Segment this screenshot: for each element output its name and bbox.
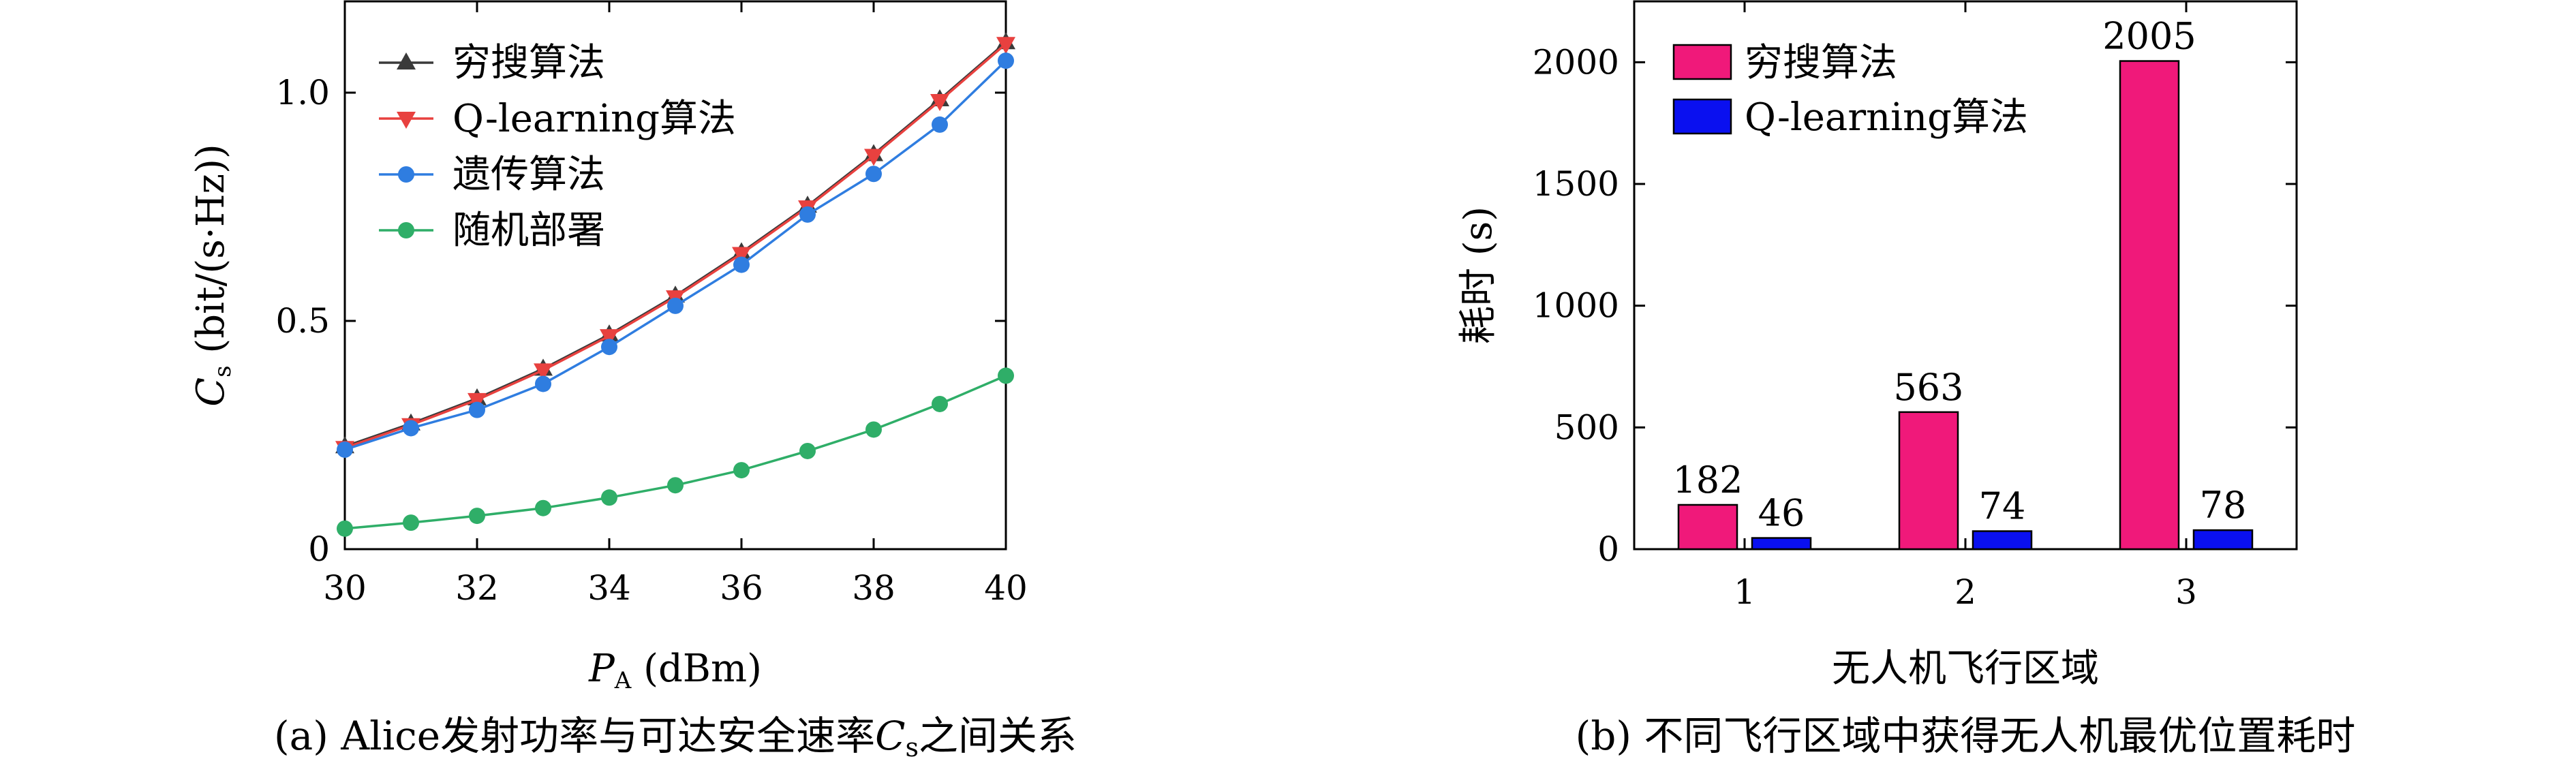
panel-b-bar-chart: 0 500 1000 1500 2000 1 2 3 182 563 2005 46 74 78 穷搜算… (1456, 0, 2356, 759)
panel-b-xtick-label: 2 (1954, 572, 1976, 612)
panel-a-point-2 (733, 256, 750, 273)
panel-b-xtick-label: 1 (1734, 572, 1755, 612)
panel-a-point-1 (864, 149, 883, 166)
panel-b-ticks: 0 500 1000 1500 2000 1 2 3 (1533, 1, 2297, 612)
panel-b-bar-1 (2192, 529, 2254, 551)
panel-a-xtick-label: 36 (720, 568, 763, 608)
panel-b-bar-0 (1898, 411, 1959, 551)
panel-a-point-3 (865, 421, 882, 438)
panel-a-point-2 (932, 116, 948, 133)
panel-a-legend-label: 遗传算法 (453, 153, 605, 197)
panel-a-point-2 (601, 339, 617, 356)
panel-a-xtick-label: 34 (587, 568, 631, 608)
panel-a-series-line-3 (344, 374, 1007, 530)
panel-a-point-2 (403, 420, 419, 437)
panel-b-legend-swatch (1672, 44, 1732, 80)
panel-a-xtick-label: 32 (455, 568, 499, 608)
panel-b-bars: 182 563 2005 46 74 78 (1672, 15, 2254, 551)
panel-a-point-2 (337, 441, 353, 458)
panel-a-ytick-label: 0 (308, 529, 330, 569)
panel-b-bar-0 (1677, 504, 1738, 551)
panel-a-point-2 (469, 401, 485, 418)
panel-a-point-2 (667, 297, 684, 314)
panel-a-xtick-label: 38 (852, 568, 895, 608)
panel-a-line-chart: 30 32 34 36 38 40 0 0.5 1.0 穷搜算法 Q-learning算法遗传算法… (189, 0, 1077, 762)
panel-a-ylabel: Cs (bit/(s·Hz)) (189, 144, 236, 407)
panel-a-point-3 (469, 508, 485, 525)
panel-a-point-3 (535, 499, 551, 516)
panel-b-data-label: 563 (1893, 366, 1963, 409)
panel-a-legend-marker (397, 112, 416, 129)
panel-a-point-1 (600, 329, 619, 347)
panel-a-point-1 (930, 94, 949, 112)
panel-a-plot-frame (343, 0, 1007, 551)
panel-a-point-1 (534, 363, 553, 381)
panel-a-point-3 (667, 477, 684, 494)
panel-a-point-3 (337, 520, 353, 537)
panel-a-legend-marker (398, 166, 414, 183)
panel-b-ytick-label: 0 (1597, 529, 1619, 569)
panel-a-point-3 (932, 395, 948, 412)
panel-a-caption: (a) Alice发射功率与可达安全速率Cs之间关系 (274, 713, 1077, 762)
panel-b-ytick-label: 500 (1554, 407, 1619, 447)
panel-b-xtick-label: 3 (2175, 572, 2197, 612)
panel-a-legend-label: 随机部署 (453, 208, 605, 253)
panel-a-point-1 (996, 37, 1015, 55)
panel-a-ticks: 30 32 34 36 38 40 0 0.5 1.0 (275, 1, 1028, 608)
panel-a-point-3 (601, 489, 617, 506)
panel-b-legend: 穷搜算法 Q-learning算法 (1672, 41, 2028, 140)
panel-a-point-1 (732, 247, 751, 264)
panel-a-xtick-label: 30 (323, 568, 367, 608)
panel-b-legend-swatch (1672, 98, 1732, 135)
panel-b-legend-label: 穷搜算法 (1745, 41, 1897, 85)
panel-a-point-2 (998, 52, 1014, 69)
panel-b-ylabel: 耗时 (s) (1456, 206, 1501, 344)
panel-b-bar-1 (1751, 537, 1812, 551)
panel-b-legend-label: Q-learning算法 (1745, 95, 2028, 140)
panel-b-bar-1 (1972, 530, 2033, 551)
panel-b-ytick-label: 1500 (1533, 164, 1619, 204)
panel-b-ytick-label: 2000 (1533, 42, 1619, 82)
panel-b-data-label: 78 (2200, 484, 2247, 527)
panel-a-series (335, 32, 1015, 537)
panel-b-data-label: 182 (1672, 459, 1743, 501)
panel-b-data-label: 46 (1758, 492, 1805, 535)
panel-b-data-label: 74 (1979, 485, 2026, 528)
panel-a-point-2 (535, 375, 551, 392)
panel-a-point-1 (467, 392, 487, 410)
panel-a-legend-marker (398, 222, 414, 238)
panel-b-ytick-label: 1000 (1533, 286, 1619, 326)
panel-a-legend-label: 穷搜算法 (453, 41, 605, 85)
panel-a-legend-marker (397, 52, 416, 69)
panel-a-xtick-label: 40 (984, 568, 1028, 608)
panel-b-caption: (b) 不同飞行区域中获得无人机最优位置耗时 (1576, 713, 2356, 759)
panel-a-point-3 (403, 514, 419, 531)
panel-a-ytick-label: 0.5 (275, 301, 330, 341)
panel-a-xlabel: PA (dBm) (588, 647, 762, 694)
panel-a-point-2 (799, 206, 816, 223)
panel-a-point-2 (865, 166, 882, 183)
panel-b-bar-0 (2119, 60, 2180, 551)
panel-a-ytick-label: 1.0 (275, 73, 330, 112)
panel-b-xlabel: 无人机飞行区域 (1832, 647, 2099, 691)
panel-a-point-3 (998, 367, 1014, 384)
panel-a-legend-label: Q-learning算法 (453, 97, 736, 141)
panel-a-point-3 (733, 462, 750, 479)
panel-b-data-label: 2005 (2102, 15, 2196, 58)
panel-a-point-3 (799, 442, 816, 459)
